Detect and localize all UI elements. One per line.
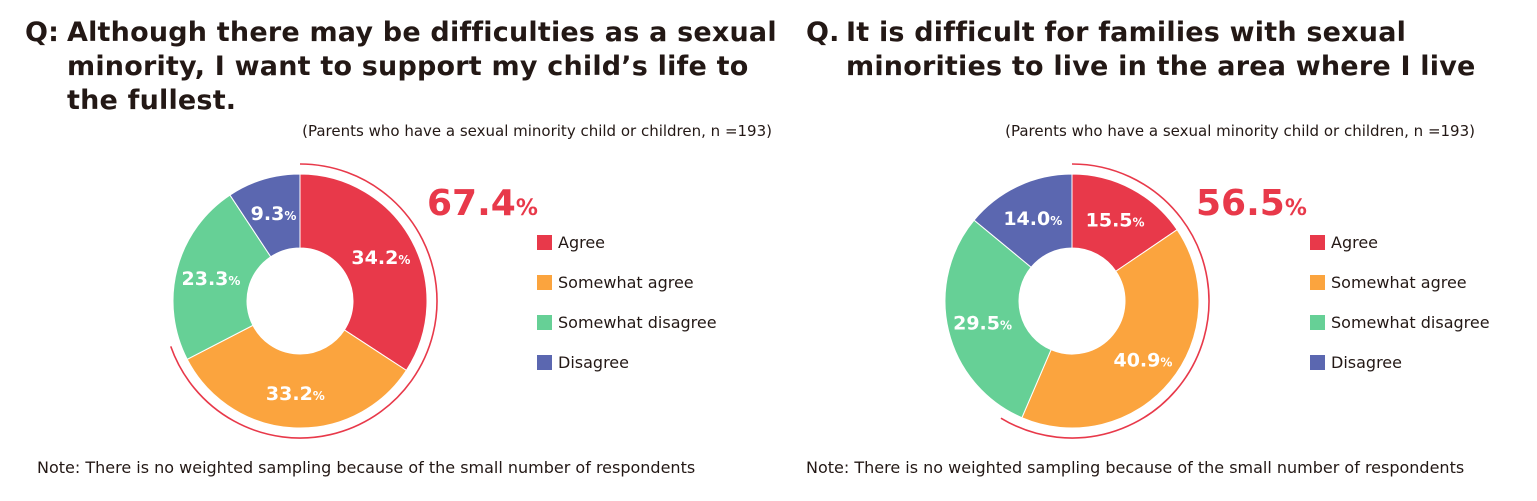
legend-label: Somewhat agree — [1331, 272, 1467, 292]
legend-item-somewhat-agree: Somewhat agree — [537, 262, 717, 302]
slice-label-somewhat-disagree: 29.5% — [953, 313, 1012, 335]
legend-swatch-agree — [537, 234, 552, 250]
agree-total-value: 67.4 — [427, 183, 516, 224]
question-title: Q. It is difficult for families with sex… — [806, 16, 1536, 84]
donut-chart: 15.5% 40.9% 29.5% 14.0% — [944, 163, 1210, 439]
legend: Agree Somewhat agree Somewhat disagree D… — [1310, 222, 1490, 382]
legend: Agree Somewhat agree Somewhat disagree D… — [537, 222, 717, 382]
question-prefix: Q: — [25, 17, 60, 48]
legend-label: Disagree — [558, 352, 629, 372]
legend-item-somewhat-agree: Somewhat agree — [1310, 262, 1490, 302]
sample-description: (Parents who have a sexual minority chil… — [302, 122, 772, 140]
legend-swatch-somewhat-disagree — [1310, 314, 1325, 330]
legend-label: Disagree — [1331, 352, 1402, 372]
agree-total-percent: % — [515, 196, 538, 221]
legend-item-somewhat-disagree: Somewhat disagree — [1310, 302, 1490, 342]
legend-item-somewhat-disagree: Somewhat disagree — [537, 302, 717, 342]
agree-highlight-arc — [1000, 163, 1210, 439]
legend-label: Somewhat disagree — [1331, 312, 1490, 332]
donut-slice-disagree — [973, 173, 1073, 268]
slice-label-somewhat-agree: 40.9% — [1113, 350, 1172, 372]
legend-label: Somewhat disagree — [558, 312, 717, 332]
legend-label: Somewhat agree — [558, 272, 694, 292]
footnote: Note: There is no weighted sampling beca… — [37, 458, 696, 477]
donut-slice-somewhat-agree — [186, 324, 408, 429]
chart-panel-2: Q. It is difficult for families with sex… — [780, 0, 1537, 501]
donut-chart: 34.2% 33.2% 23.3% 9.3% — [169, 163, 438, 439]
slice-label-agree: 15.5% — [1086, 210, 1145, 232]
donut-slice-somewhat-agree — [1021, 229, 1200, 429]
chart-panel-1: Q: Although there may be difficulties as… — [25, 16, 780, 477]
question-text: It is difficult for families with sexual… — [846, 17, 1476, 82]
legend-swatch-disagree — [537, 354, 552, 370]
legend-item-agree: Agree — [1310, 222, 1490, 262]
slice-label-agree: 34.2% — [351, 247, 410, 269]
legend-item-disagree: Disagree — [1310, 342, 1490, 382]
legend-item-agree: Agree — [537, 222, 717, 262]
legend-swatch-disagree — [1310, 354, 1325, 370]
sample-description: (Parents who have a sexual minority chil… — [1005, 122, 1475, 140]
agree-total-percent: % — [1284, 196, 1307, 221]
agree-total: 56.5% — [1196, 183, 1307, 230]
legend-swatch-agree — [1310, 234, 1325, 250]
question-text: Although there may be difficulties as a … — [67, 17, 777, 116]
donut-slice-somewhat-disagree — [172, 194, 272, 361]
agree-total-value: 56.5 — [1196, 183, 1285, 224]
donut-slice-somewhat-disagree — [944, 219, 1052, 419]
donut-slice-disagree — [229, 173, 301, 258]
question-prefix: Q. — [806, 17, 840, 48]
donut-slice-agree — [299, 173, 428, 372]
slice-label-disagree: 9.3% — [251, 203, 297, 225]
legend-label: Agree — [558, 232, 606, 252]
slice-label-disagree: 14.0% — [1003, 208, 1062, 230]
legend-swatch-somewhat-agree — [1310, 274, 1325, 290]
slice-label-somewhat-disagree: 23.3% — [182, 268, 241, 290]
legend-label: Agree — [1331, 232, 1379, 252]
legend-swatch-somewhat-disagree — [537, 314, 552, 330]
agree-total: 67.4% — [427, 183, 538, 230]
legend-swatch-somewhat-agree — [537, 274, 552, 290]
footnote: Note: There is no weighted sampling beca… — [806, 458, 1465, 477]
question-title: Q: Although there may be difficulties as… — [25, 16, 780, 118]
slice-label-somewhat-agree: 33.2% — [266, 383, 325, 405]
agree-highlight-arc — [169, 163, 438, 439]
legend-item-disagree: Disagree — [537, 342, 717, 382]
